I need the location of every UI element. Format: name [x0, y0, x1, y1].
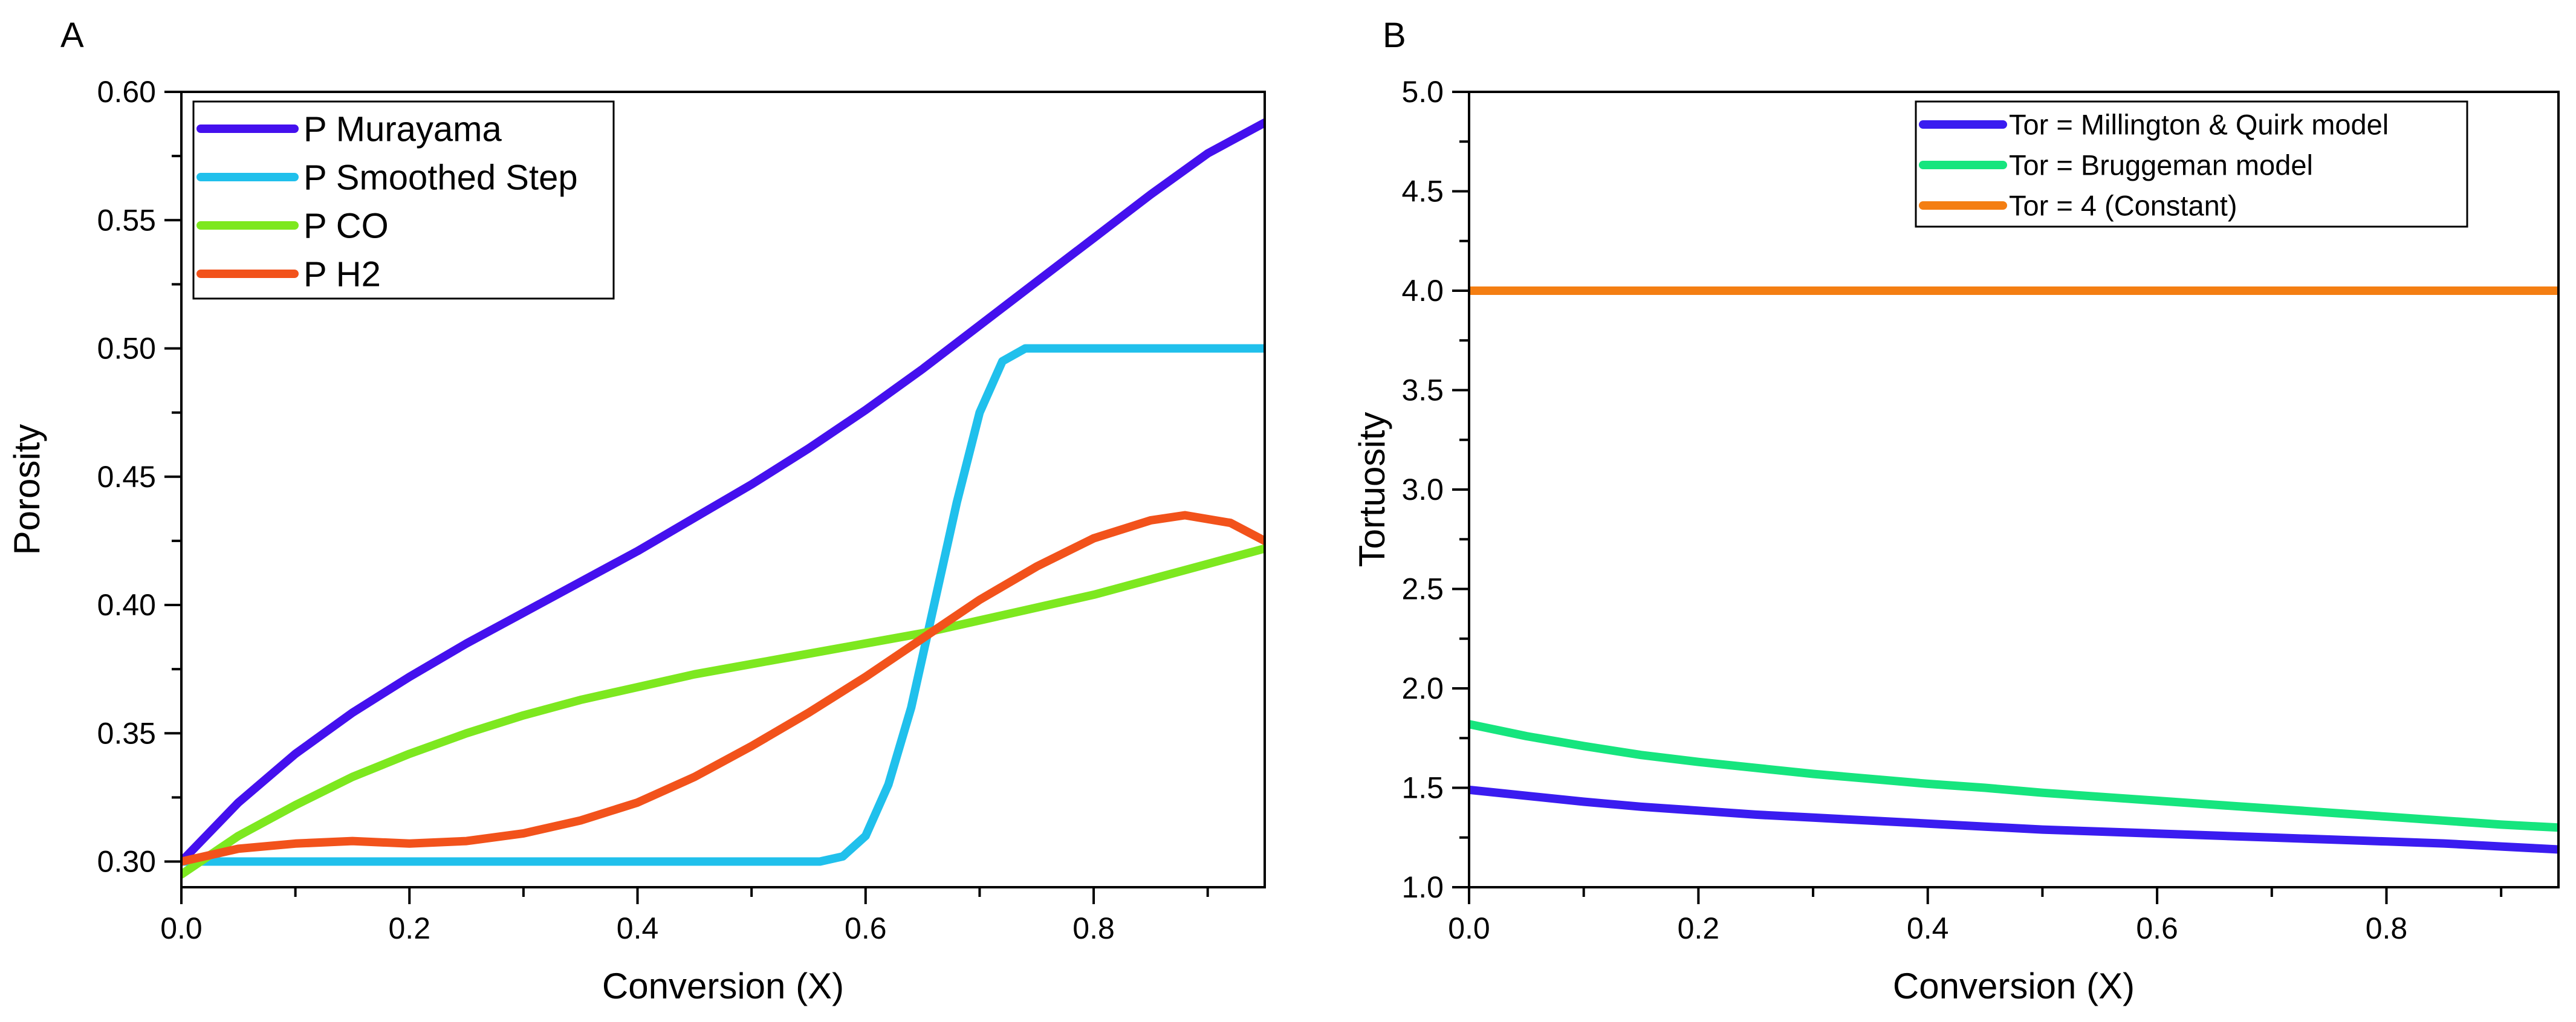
panel-a-chart: A 0.0 0.2 0.4 0.6 0.8 0.30 0.35 0.40 0.45 0.50 0.55… [7, 16, 1266, 1006]
series-line-millington [1469, 785, 2558, 854]
y-tick-label: 3.5 [1401, 374, 1444, 407]
y-tick-label: 4.0 [1401, 274, 1444, 308]
x-tick-label: 0.2 [389, 911, 431, 945]
panel-b-chart: B 0.0 0.2 0.4 0.6 0.8 1.0 1.5 2.0 2.5 3.0 3.5 4.0 4.5… [1352, 16, 2560, 1006]
series-line-co [181, 544, 1265, 879]
plot-frame [180, 91, 1266, 888]
y-tick-label: 1.0 [1401, 870, 1444, 904]
legend-label: P Smoothed Step [303, 158, 578, 197]
series-lines [1469, 286, 2558, 854]
y-axis-title: Tortuosity [1352, 412, 1392, 568]
series-line-h2 [181, 511, 1265, 866]
legend-label: P CO [303, 206, 389, 245]
legend-frame [1915, 100, 2468, 228]
x-tick-label: 0.6 [2136, 911, 2178, 945]
x-axis-title: Conversion (X) [602, 966, 844, 1006]
y-tick-label: 0.50 [97, 332, 156, 366]
x-tick-label: 0.8 [2366, 911, 2408, 945]
y-tick-label: 2.5 [1401, 572, 1444, 606]
y-tick-label: 3.0 [1401, 473, 1444, 506]
y-tick-label: 0.55 [97, 203, 156, 237]
x-tick-label: 0.0 [160, 911, 203, 945]
legend-frame [192, 100, 615, 300]
legend-label: Tor = 4 (Constant) [2009, 189, 2237, 221]
panel-label: B [1383, 16, 1406, 55]
x-tick-label: 0.6 [845, 911, 887, 945]
panel-label: A [60, 16, 84, 55]
x-tick-label: 0.0 [1448, 911, 1490, 945]
series-lines [181, 118, 1265, 879]
x-tick-label: 0.2 [1678, 911, 1720, 945]
legend-label: P Murayama [303, 109, 502, 149]
series-line-murayama [181, 118, 1265, 866]
y-tick-label: 2.0 [1401, 671, 1444, 705]
x-tick-label: 0.8 [1072, 911, 1115, 945]
y-tick-label: 5.0 [1401, 75, 1444, 109]
y-tick-label: 0.40 [97, 588, 156, 622]
y-tick-label: 0.60 [97, 75, 156, 109]
y-tick-label: 0.45 [97, 460, 156, 494]
y-tick-label: 4.5 [1401, 175, 1444, 209]
legend: Tor = Millington & Quirk model Tor = Brug… [1915, 100, 2468, 228]
legend-label: Tor = Millington & Quirk model [2009, 108, 2389, 140]
series-line-bruggeman [1469, 720, 2558, 832]
y-tick-label: 1.5 [1401, 771, 1444, 805]
legend: P Murayama P Smoothed Step P CO P H2 [192, 100, 615, 300]
x-tick-label: 0.4 [617, 911, 659, 945]
x-tick-label: 0.4 [1907, 911, 1949, 945]
legend-label: P H2 [303, 254, 381, 294]
x-axis-title: Conversion (X) [1893, 966, 2135, 1006]
y-axis-title: Porosity [7, 424, 47, 555]
y-tick-label: 0.30 [97, 845, 156, 879]
y-tick-label: 0.35 [97, 716, 156, 750]
legend-label: Tor = Bruggeman model [2009, 149, 2313, 181]
series-line-smoothed-step [181, 344, 1265, 866]
